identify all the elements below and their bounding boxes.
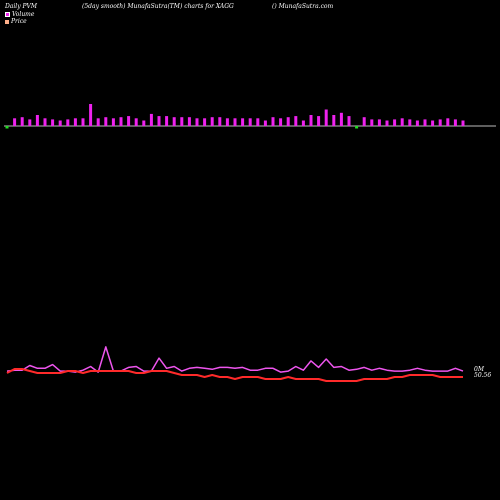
price-line: [6, 368, 463, 382]
volume-bar: [195, 118, 199, 126]
volume-bar: [301, 120, 305, 126]
volume-bar: [279, 118, 283, 126]
volume-bar: [370, 119, 374, 126]
legend-item-volume: Volume: [5, 11, 34, 18]
volume-bar: [408, 119, 412, 126]
volume-bar: [324, 109, 328, 126]
volume-bar: [165, 116, 169, 126]
volume-bar: [271, 117, 275, 126]
volume-bar: [28, 119, 32, 126]
price-value-label: 50.56: [474, 372, 492, 379]
volume-bar: [142, 120, 146, 126]
volume-bar: [377, 119, 381, 126]
chart-header-source: () MunafaSutra.com: [272, 3, 334, 10]
volume-bar: [89, 104, 93, 126]
volume-bar: [241, 118, 245, 126]
volume-bar: [415, 120, 419, 126]
volume-bar: [119, 117, 123, 126]
volume-bar: [218, 117, 222, 126]
volume-bar: [203, 118, 207, 126]
volume-bar: [461, 120, 465, 126]
volume-bar: [134, 118, 138, 126]
volume-bar: [263, 120, 267, 126]
volume-bar: [43, 118, 47, 126]
price-lines: [6, 346, 464, 382]
volume-bar: [332, 115, 336, 126]
volume-bar: [362, 117, 366, 126]
volume-bar: [385, 120, 389, 126]
volume-bar: [13, 118, 17, 126]
volume-bar: [309, 115, 313, 126]
volume-bar: [225, 118, 229, 126]
legend-label-volume: Volume: [12, 11, 35, 18]
volume-bar: [286, 117, 290, 126]
volume-bar: [446, 118, 450, 126]
legend-label-price: Price: [11, 18, 27, 25]
volume-bar: [73, 118, 77, 126]
volume-bar: [438, 119, 442, 126]
volume-swatch-icon: [5, 12, 10, 17]
volume-bar: [256, 118, 260, 126]
volume-bar: [5, 126, 9, 129]
volume-bar: [393, 119, 397, 126]
volume-bar: [339, 112, 343, 126]
volume-bar: [81, 118, 85, 126]
volume-bar: [66, 119, 70, 126]
volume-bar: [111, 118, 115, 126]
chart-header-title: (5day smooth) MunafaSutra(TM) charts for…: [82, 3, 234, 10]
volume-bar: [453, 119, 457, 126]
volume-bar: [187, 117, 191, 126]
volume-bar: [423, 119, 427, 126]
volume-bar: [400, 118, 404, 126]
volume-bar: [51, 119, 55, 126]
pvm-line: [6, 346, 464, 373]
volume-bar: [35, 115, 39, 126]
volume-bar: [355, 126, 359, 129]
volume-bar: [20, 117, 24, 126]
volume-bar: [149, 113, 153, 126]
volume-bar: [172, 117, 176, 126]
volume-bar: [233, 118, 237, 126]
volume-bar: [210, 117, 214, 126]
volume-bar: [180, 117, 184, 126]
legend-item-price: Price: [5, 18, 27, 25]
volume-bar: [294, 116, 298, 126]
volume-bar: [157, 116, 161, 126]
volume-bar: [317, 116, 321, 126]
volume-bar: [104, 117, 108, 126]
volume-bar: [58, 120, 62, 126]
volume-bar: [248, 118, 252, 126]
volume-bar: [347, 116, 351, 126]
volume-value-label: 0M: [474, 366, 484, 373]
volume-bar: [127, 116, 131, 126]
price-swatch-icon: [5, 19, 9, 24]
volume-bar: [431, 120, 435, 126]
volume-bar: [96, 118, 100, 126]
chart-header-left: Daily PVM: [5, 3, 38, 10]
volume-bars: [5, 104, 465, 129]
